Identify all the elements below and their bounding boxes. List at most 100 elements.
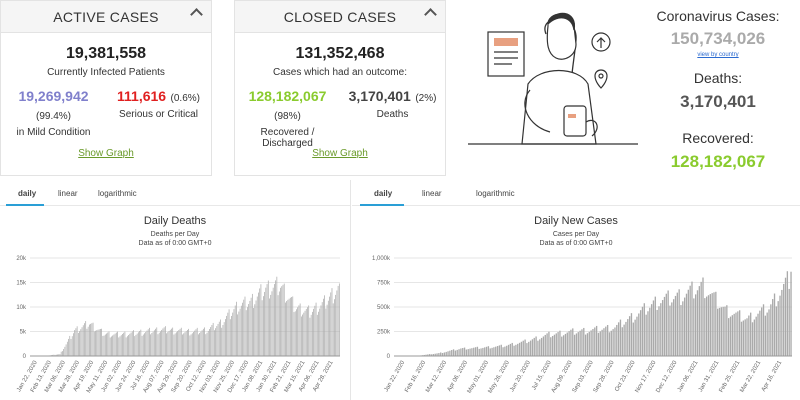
chart-bar bbox=[304, 310, 306, 356]
closed-show-graph-link[interactable]: Show Graph bbox=[312, 148, 368, 159]
x-tick-label: Dec 12, 2020 bbox=[655, 359, 678, 393]
tab-daily[interactable]: daily bbox=[18, 189, 37, 198]
chart-bar bbox=[259, 288, 261, 356]
chart-bar bbox=[335, 294, 337, 356]
chart-bar bbox=[255, 300, 257, 356]
chart-bar bbox=[129, 333, 131, 356]
chart-bar bbox=[117, 331, 118, 356]
chart-bar bbox=[199, 333, 201, 356]
y-tick-label: 20k bbox=[16, 256, 27, 262]
active-cases-header[interactable]: ACTIVE CASES bbox=[1, 1, 211, 33]
chart-bar bbox=[764, 315, 767, 356]
chart-bar bbox=[141, 335, 143, 356]
chart-data-note: Data as of 0:00 GMT+0 bbox=[139, 240, 212, 247]
chart-bar bbox=[658, 306, 660, 356]
chart-bar bbox=[122, 333, 123, 356]
chart-bar bbox=[126, 336, 128, 356]
chart-bar bbox=[299, 303, 301, 356]
chart-bar bbox=[125, 337, 127, 356]
chart-bar bbox=[69, 335, 71, 356]
chart-bar bbox=[217, 323, 219, 356]
view-by-country-link[interactable]: view by country bbox=[697, 52, 739, 58]
coronavirus-cases-value: 150,734,026 bbox=[670, 29, 766, 48]
chart-bar bbox=[500, 344, 502, 356]
chart-bar bbox=[218, 321, 220, 356]
chart-bar bbox=[529, 340, 532, 356]
chevron-up-icon[interactable] bbox=[190, 8, 203, 21]
chart-bar bbox=[312, 311, 313, 356]
chart-bar bbox=[286, 301, 288, 356]
chart-bar bbox=[100, 328, 101, 356]
chart-bar bbox=[92, 322, 94, 356]
chart-bar bbox=[277, 295, 279, 356]
chart-bar bbox=[766, 312, 768, 356]
chart-bar bbox=[118, 337, 120, 356]
active-tab-indicator bbox=[360, 204, 404, 206]
chart-bar bbox=[751, 322, 754, 356]
chart-bar bbox=[291, 297, 292, 356]
chart-bar bbox=[548, 331, 550, 356]
chart-bar bbox=[784, 277, 787, 356]
chart-bar bbox=[298, 305, 300, 356]
chart-bar bbox=[228, 309, 230, 356]
chart-bar bbox=[619, 319, 622, 356]
chart-bar bbox=[133, 330, 134, 356]
chart-bar bbox=[221, 327, 223, 356]
active-show-graph-link[interactable]: Show Graph bbox=[78, 148, 134, 159]
chart-bar bbox=[135, 334, 137, 356]
chart-bar bbox=[288, 298, 290, 356]
chart-bar bbox=[57, 354, 58, 356]
closed-cases-header[interactable]: CLOSED CASES bbox=[235, 1, 445, 33]
chart-bar bbox=[456, 349, 458, 356]
chart-bar bbox=[427, 354, 429, 356]
chart-bar bbox=[718, 307, 721, 356]
chart-bar bbox=[592, 328, 594, 356]
chart-bar bbox=[315, 302, 317, 356]
chart-bar bbox=[163, 327, 165, 356]
y-tick-label: 0 bbox=[387, 354, 391, 360]
chart-bar bbox=[153, 330, 155, 356]
chart-bar bbox=[786, 271, 789, 356]
chart-bar bbox=[293, 312, 295, 356]
chart-bar bbox=[158, 332, 160, 356]
mild-condition-block: 19,269,942 (99.4%) in Mild Condition bbox=[1, 88, 106, 138]
chevron-up-icon[interactable] bbox=[424, 8, 437, 21]
chart-bar bbox=[201, 330, 203, 356]
chart-bar bbox=[566, 332, 568, 356]
chart-bar bbox=[748, 315, 750, 356]
chart-bar bbox=[136, 333, 138, 356]
chart-bar bbox=[169, 329, 171, 356]
chart-bar bbox=[318, 311, 319, 356]
tab-linear[interactable]: linear bbox=[422, 189, 442, 198]
chart-bar bbox=[155, 328, 156, 356]
chart-bar bbox=[436, 353, 438, 356]
chart-bar bbox=[164, 326, 166, 356]
chart-bar bbox=[579, 330, 581, 356]
chart-bar bbox=[215, 328, 216, 356]
chart-bar bbox=[182, 334, 183, 356]
chart-bar bbox=[184, 332, 186, 356]
chart-bar bbox=[272, 287, 274, 356]
tab-logarithmic[interactable]: logarithmic bbox=[476, 189, 515, 198]
chart-bar bbox=[590, 330, 592, 356]
chart-bar bbox=[704, 298, 706, 356]
chart-bar bbox=[276, 276, 278, 356]
tab-linear[interactable]: linear bbox=[58, 189, 78, 198]
chart-bar bbox=[660, 303, 662, 356]
chart-bar bbox=[245, 310, 247, 356]
chart-bar bbox=[507, 344, 510, 356]
chart-bar bbox=[750, 312, 752, 356]
chart-bar bbox=[480, 348, 482, 356]
tab-daily[interactable]: daily bbox=[374, 189, 393, 198]
chart-bar bbox=[551, 335, 554, 356]
chart-bar bbox=[106, 333, 107, 356]
chart-bar bbox=[274, 284, 275, 356]
x-tick-label: May 01, 2020 bbox=[467, 359, 491, 394]
chart-bar bbox=[568, 331, 570, 356]
chart-bar bbox=[225, 319, 226, 356]
chart-bar bbox=[452, 349, 455, 356]
chart-bar bbox=[462, 348, 464, 356]
chart-bar bbox=[289, 297, 291, 356]
chart-bar bbox=[511, 342, 513, 356]
tab-logarithmic[interactable]: logarithmic bbox=[98, 189, 137, 198]
